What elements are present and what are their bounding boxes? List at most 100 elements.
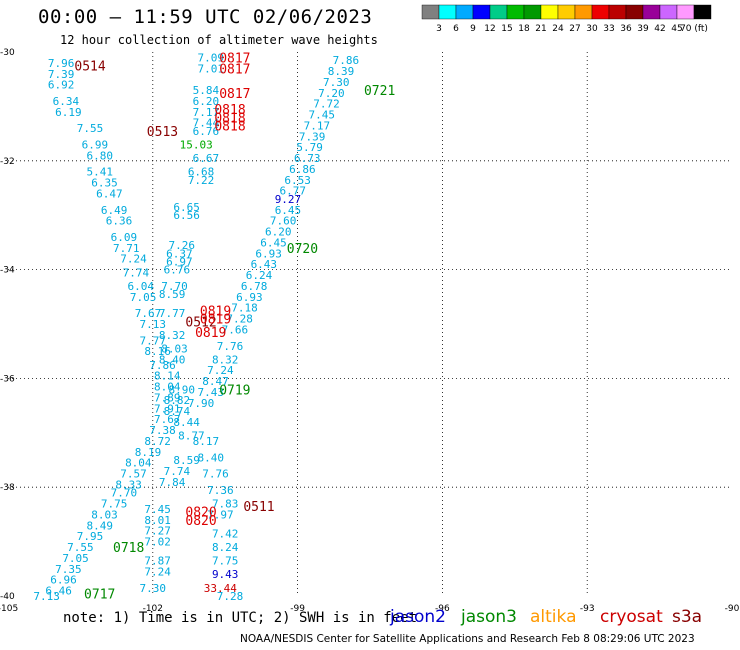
colorbar-label: 45 — [671, 24, 682, 34]
swh-value: 7.24 — [120, 253, 147, 266]
swh-value: 9.27 — [275, 193, 302, 206]
colorbar-label: 21 — [535, 24, 546, 34]
y-tick-label: -36 — [0, 374, 15, 384]
swh-value: 7.45 — [308, 109, 335, 122]
swh-value: 7.83 — [212, 498, 239, 511]
colorbar-label: 3 — [436, 24, 442, 34]
pass-time-label: 0514 — [74, 60, 105, 75]
swh-value: 7.91 — [154, 402, 181, 415]
swh-value: 7.20 — [318, 87, 345, 100]
swh-value: 7.84 — [159, 476, 186, 489]
swh-value: 6.76 — [193, 125, 220, 138]
swh-value: 7.96 — [48, 57, 75, 70]
swh-value: 7.26 — [169, 239, 196, 252]
swh-value: 7.02 — [144, 536, 171, 549]
pass-time-label: 0719 — [219, 383, 250, 398]
swh-value: 6.24 — [246, 269, 273, 282]
y-tick-label: -40 — [0, 592, 15, 602]
swh-value: 6.46 — [45, 585, 72, 598]
swh-value: 7.77 — [159, 307, 186, 320]
swh-value: 7.24 — [207, 364, 234, 377]
swh-value: 6.19 — [55, 106, 82, 119]
swh-value: 6.45 — [260, 236, 287, 249]
swh-value: 6.37 — [166, 247, 193, 260]
swh-value: 6.35 — [91, 177, 118, 190]
swh-value: 8.74 — [164, 405, 191, 418]
pass-time-label: 0721 — [364, 84, 395, 99]
colorbar-swatch — [523, 4, 542, 20]
swh-value: 6.56 — [173, 209, 200, 222]
swh-value: 6.67 — [193, 152, 220, 165]
colorbar-swatch — [421, 4, 440, 20]
x-tick-label: -93 — [580, 604, 595, 614]
colorbar-swatch — [693, 4, 712, 20]
colorbar-swatch — [489, 4, 508, 20]
swh-value: 8.90 — [169, 383, 196, 396]
colorbar-swatch — [591, 4, 610, 20]
swh-value: 7.01 — [197, 62, 224, 75]
pass-time-label: 0819 — [195, 326, 226, 341]
swh-value: 8.04 — [125, 457, 152, 470]
pass-time-label: 0820 — [185, 506, 216, 521]
legend-altika: altika — [530, 607, 577, 627]
swh-value: 7.05 — [130, 291, 157, 304]
colorbar-swatch — [506, 4, 525, 20]
swh-value: 8.59 — [159, 288, 186, 301]
swh-value: 6.68 — [188, 166, 215, 179]
swh-value: 7.55 — [67, 541, 94, 554]
x-tick-label: -105 — [0, 604, 18, 614]
swh-value: 7.74 — [164, 465, 191, 478]
colorbar-label: 33 — [603, 24, 614, 34]
swh-value: 8.40 — [197, 451, 224, 464]
swh-value: 7.95 — [77, 530, 104, 543]
swh-value: 7.39 — [48, 68, 75, 81]
swh-value: 6.34 — [53, 95, 80, 108]
swh-value: 7.17 — [304, 119, 331, 132]
swh-value: 7.43 — [197, 386, 224, 399]
swh-value: 6.78 — [241, 280, 268, 293]
swh-value: 8.16 — [144, 345, 171, 358]
colorbar-swatch — [659, 4, 678, 20]
pass-time-label: 0513 — [147, 125, 178, 140]
swh-value: 8.03 — [161, 342, 188, 355]
pass-time-label: 0818 — [214, 111, 245, 126]
swh-value: 7.97 — [207, 508, 234, 521]
colorbar-label: 70 (ft) — [680, 24, 708, 34]
colorbar-label: 18 — [518, 24, 530, 34]
swh-value: 6.20 — [193, 95, 220, 108]
swh-value: 8.33 — [115, 478, 142, 491]
colorbar-label: 12 — [484, 24, 495, 34]
swh-value: 7.09 — [197, 51, 224, 64]
pass-time-label: 0817 — [219, 51, 250, 66]
swh-value: 5.79 — [296, 141, 323, 154]
swh-value: 7.66 — [222, 323, 249, 336]
pass-time-label: 0717 — [84, 587, 115, 602]
swh-value: 7.90 — [188, 397, 215, 410]
swh-value: 7.05 — [62, 552, 89, 565]
footer-note: note: 1) Time is in UTC; 2) SWH is in fe… — [63, 610, 418, 626]
swh-value: 8.77 — [178, 430, 205, 443]
swh-value: 33.44 — [204, 582, 237, 595]
swh-value: 7.24 — [144, 566, 171, 579]
swh-value: 7.57 — [120, 468, 147, 481]
colorbar-swatch — [438, 4, 457, 20]
colorbar-swatch — [455, 4, 474, 20]
swh-value: 6.80 — [86, 149, 113, 162]
swh-value: 7.35 — [55, 563, 82, 576]
pass-time-label: 0820 — [185, 514, 216, 529]
pass-time-label: 0817 — [219, 62, 250, 77]
swh-value: 7.18 — [231, 302, 258, 315]
swh-value: 6.53 — [284, 174, 311, 187]
pass-time-label: 0818 — [214, 119, 245, 134]
swh-value: 8.72 — [144, 435, 171, 448]
swh-value: 7.42 — [212, 527, 239, 540]
swh-value: 6.04 — [127, 280, 154, 293]
swh-value: 8.14 — [154, 370, 181, 383]
swh-value: 7.67 — [154, 413, 181, 426]
swh-value: 8.32 — [159, 329, 186, 342]
swh-value: 7.38 — [149, 424, 176, 437]
pass-time-label: 0819 — [200, 313, 231, 328]
swh-value: 7.28 — [217, 590, 244, 603]
swh-value: 8.04 — [154, 381, 181, 394]
colorbar-label: 9 — [470, 24, 476, 34]
